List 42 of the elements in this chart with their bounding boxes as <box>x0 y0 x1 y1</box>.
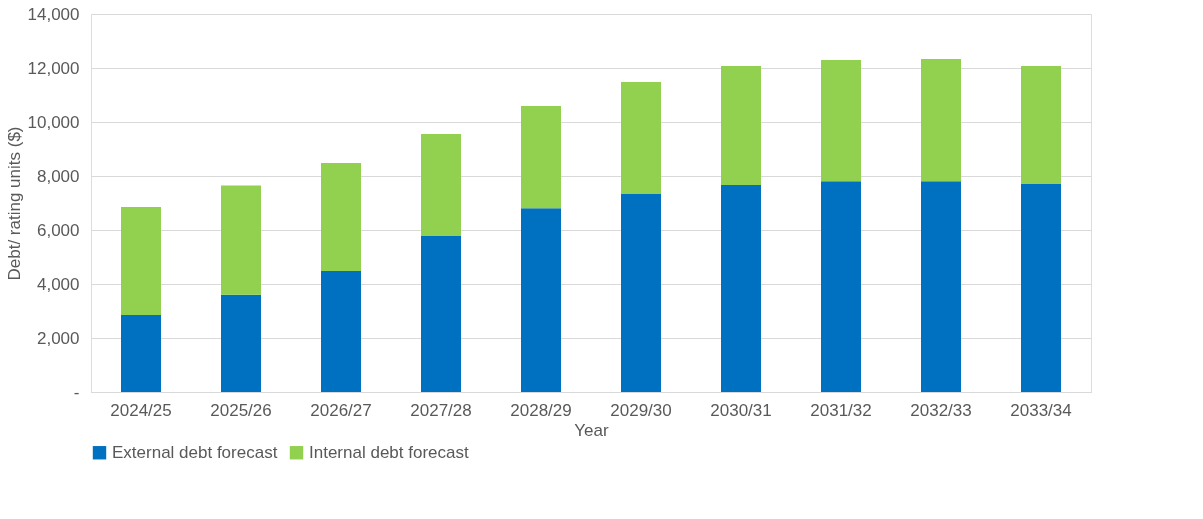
x-tick-label: 2030/31 <box>710 400 772 420</box>
x-tick-label: 2025/26 <box>210 400 272 420</box>
y-tick-label: 14,000 <box>27 4 80 24</box>
x-tick-label: 2029/30 <box>610 400 672 420</box>
bar <box>821 59 861 182</box>
y-tick-label: 4,000 <box>36 274 80 294</box>
bar <box>321 271 361 392</box>
bar <box>421 133 461 236</box>
x-tick-label: 2027/28 <box>410 400 472 420</box>
x-tick-label: 2031/32 <box>810 400 872 420</box>
bar <box>421 235 461 392</box>
bar <box>321 163 361 272</box>
x-tick-label: 2026/27 <box>310 400 372 420</box>
y-tick-label: 2,000 <box>36 328 80 348</box>
bar <box>721 66 761 185</box>
bar <box>721 184 761 392</box>
y-tick-label: 8,000 <box>36 166 80 186</box>
y-tick-label: 12,000 <box>27 58 80 78</box>
x-tick-label: 2028/29 <box>510 400 572 420</box>
y-axis-title: Debt/ rating units ($) <box>4 126 24 281</box>
bar <box>1021 184 1061 392</box>
bar <box>621 194 661 392</box>
x-tick-label: 2024/25 <box>110 400 172 420</box>
x-tick-label: 2032/33 <box>910 400 972 420</box>
legend-label: Internal debt forecast <box>309 442 469 462</box>
bar <box>221 294 261 392</box>
bar <box>221 185 261 295</box>
bar <box>521 106 561 209</box>
bar <box>921 59 961 182</box>
legend-label: External debt forecast <box>112 442 278 462</box>
x-axis-title: Year <box>574 420 610 440</box>
y-tick-label: - <box>73 382 80 402</box>
bar <box>521 208 561 392</box>
y-tick-label: 6,000 <box>36 220 80 240</box>
bar <box>121 315 161 392</box>
x-tick-label: 2033/34 <box>1010 400 1072 420</box>
y-tick-label: 10,000 <box>27 112 80 132</box>
bar <box>821 181 861 392</box>
bar <box>1021 66 1061 185</box>
bar <box>121 207 161 316</box>
bar <box>621 82 661 195</box>
bar <box>921 181 961 392</box>
